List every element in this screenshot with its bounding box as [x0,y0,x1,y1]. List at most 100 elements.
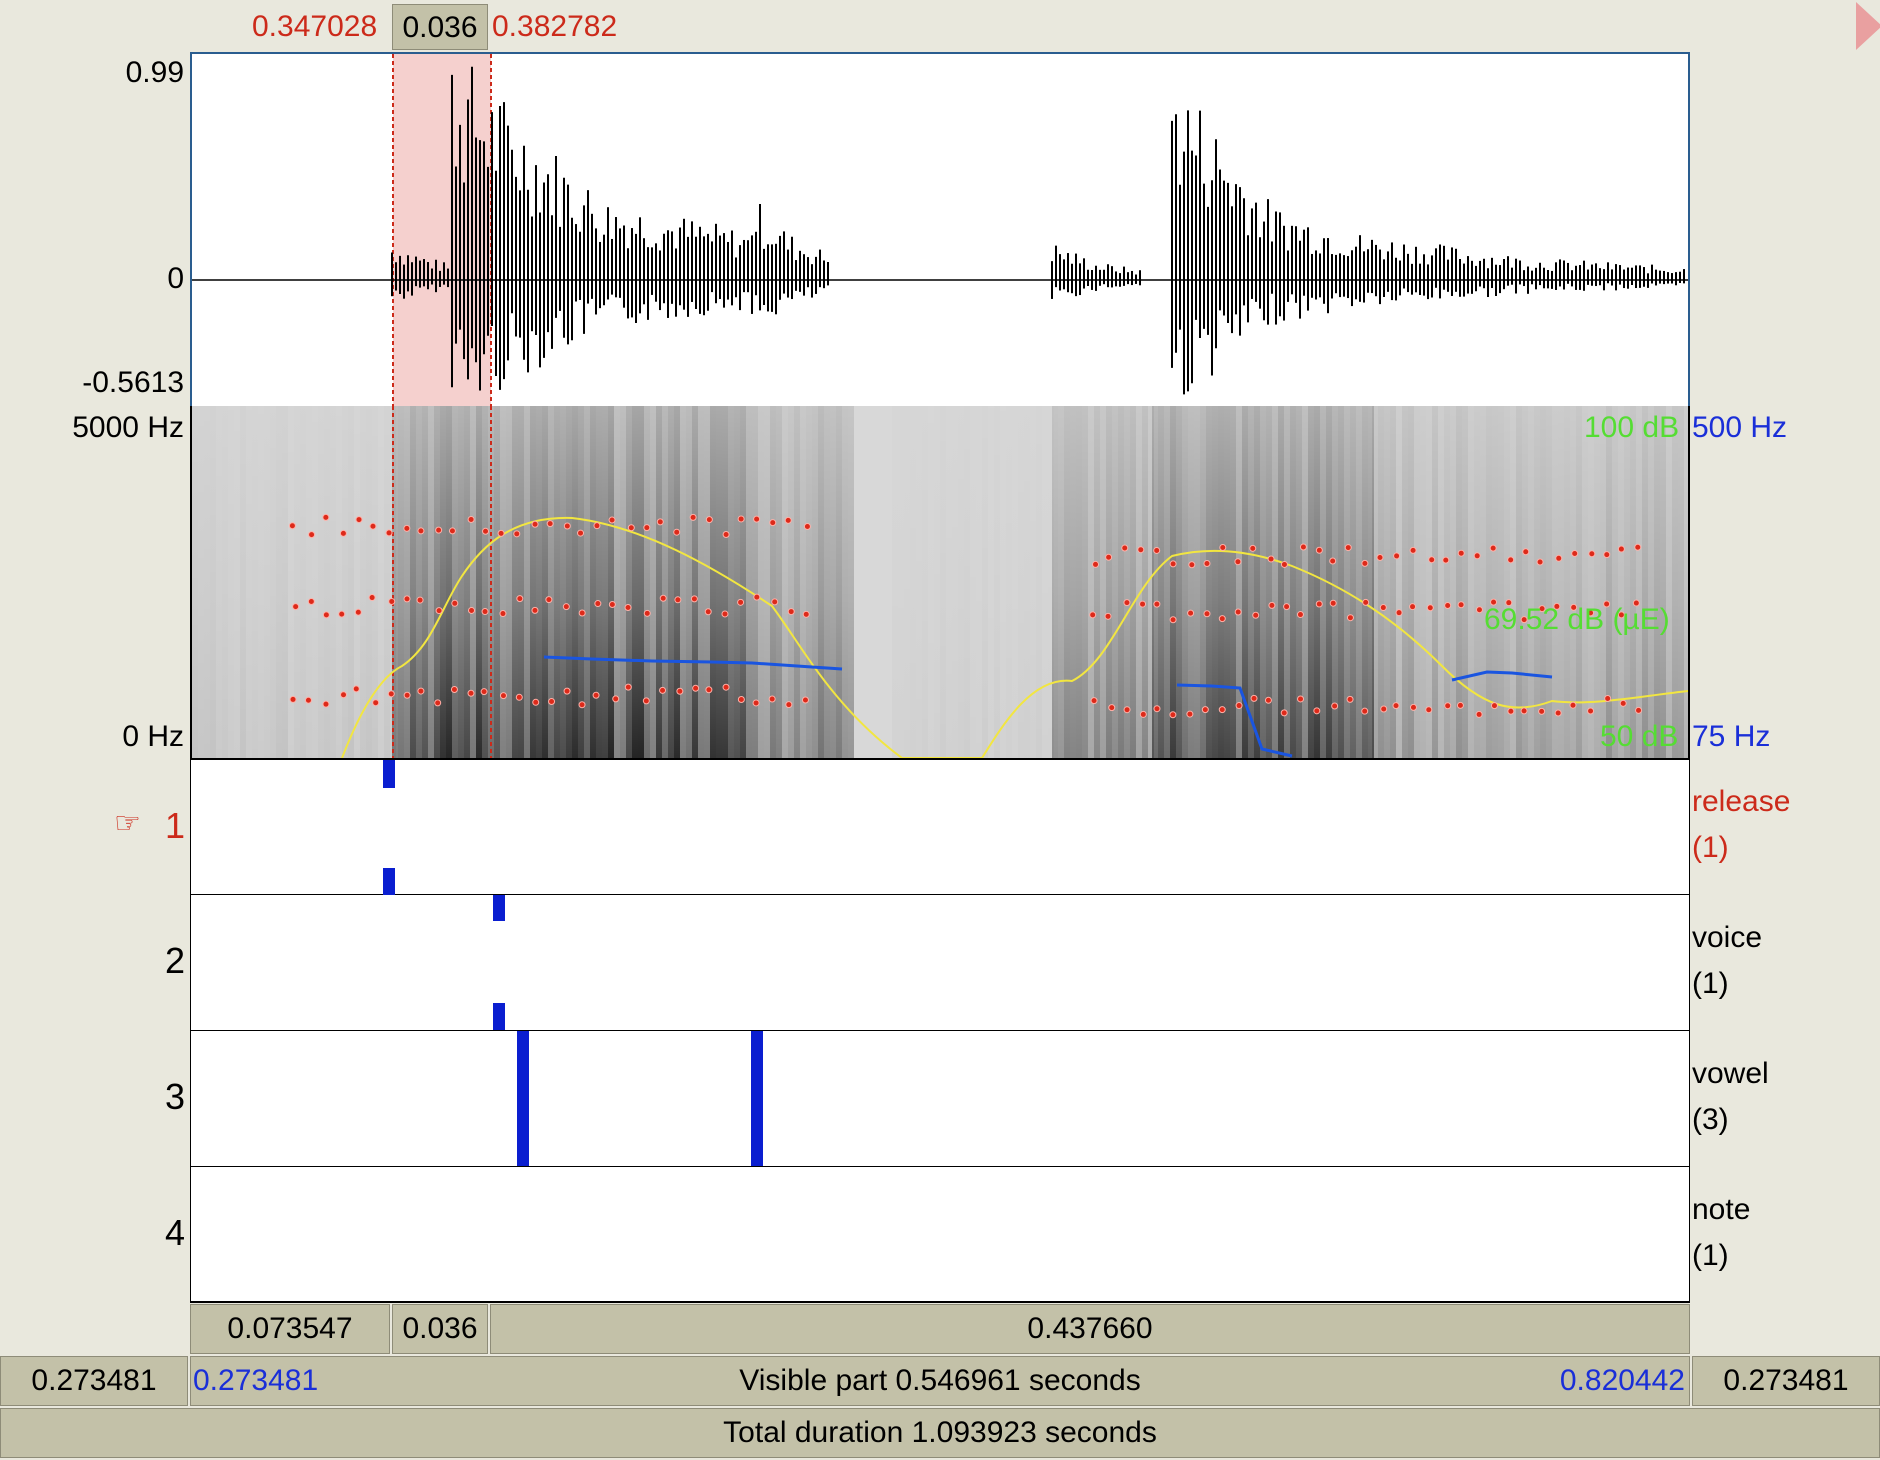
spectrogram-column [836,406,842,758]
formant-dot [613,696,619,702]
formant-dot [1332,703,1338,709]
tier-number-1[interactable]: 1 [140,805,185,847]
spectrogram-column [602,406,608,758]
spectrogram-column [764,406,770,758]
tier-number-4[interactable]: 4 [140,1212,185,1254]
selection-start-label: 0.347028 [252,12,377,42]
waveform-panel[interactable] [190,52,1690,408]
tier-name-label: vowel [1692,1051,1769,1097]
formant-dot [1235,609,1241,615]
visible-left-outer-button[interactable]: 0.273481 [0,1356,188,1406]
formant-dot [1154,601,1160,607]
formant-dot [1410,547,1416,553]
waveform-zero-label: 0 [167,264,184,294]
tier-number-3[interactable]: 3 [140,1076,185,1118]
tier-number-2[interactable]: 2 [140,940,185,982]
tier-note[interactable] [190,1167,1690,1303]
formant-dot [1281,561,1287,567]
play-triangle-icon[interactable] [1856,2,1880,50]
spectrogram-column [222,406,228,758]
formant-dot [657,519,663,525]
spectrogram-column [1636,406,1642,758]
spectrogram-column [1218,406,1224,758]
spectrogram-column [1546,406,1552,758]
spectrogram-column [1356,406,1362,758]
formant-dot [644,610,650,616]
spectrogram-column [1480,406,1486,758]
formant-dot [1330,558,1336,564]
formant-dot [369,595,375,601]
spectrogram-panel[interactable] [190,406,1690,760]
spectrogram-column [1648,406,1654,758]
spectrogram-column [794,406,800,758]
selection-end-label: 0.382782 [492,12,617,42]
spectrogram-column [1420,406,1426,758]
spectrogram-column [542,406,548,758]
spectrogram-column [710,406,716,758]
boundary-mark[interactable] [383,760,395,788]
formant-dot [722,611,728,617]
spectrogram-column [1594,406,1600,758]
spectrogram-column [416,406,422,758]
visible-part-button[interactable]: 0.273481 Visible part 0.546961 seconds 0… [190,1356,1690,1406]
formant-dot [643,698,649,704]
spectrogram-column [904,406,910,758]
spectrogram-column [800,406,806,758]
formant-dot [1345,545,1351,551]
spectrogram-column [1296,406,1302,758]
formant-dot [564,688,570,694]
duration-before-button[interactable]: 0.073547 [190,1304,390,1354]
boundary-mark[interactable] [751,1031,763,1166]
boundary-mark[interactable] [517,1031,529,1166]
boundary-mark[interactable] [493,895,505,921]
tier-release[interactable] [190,759,1690,895]
formant-dot [1314,708,1320,714]
spectrogram-column [1230,406,1236,758]
formant-dot [754,516,760,522]
tier-vowel[interactable] [190,1031,1690,1167]
spectrogram-column [1070,406,1076,758]
duration-selected-button[interactable]: 0.036 [392,1304,488,1354]
spectrogram-column [1194,406,1200,758]
formant-dot [753,700,759,706]
visible-right-outer-button[interactable]: 0.273481 [1692,1356,1880,1406]
selection-duration-label[interactable]: 0.036 [392,4,488,50]
total-duration-button[interactable]: Total duration 1.093923 seconds [0,1408,1880,1458]
formant-dot [549,699,555,705]
spectrogram-column [940,406,946,758]
spectrogram-column [1474,406,1480,758]
formant-dot [500,693,506,699]
formant-dot [1508,708,1514,714]
formant-dot [290,696,296,702]
formant-dot [533,699,539,705]
formant-dot [1458,602,1464,608]
formant-dot [500,611,506,617]
formant-dot [1140,601,1146,607]
spectrogram-column [384,406,390,758]
spectrogram-column [626,406,632,758]
spectrogram-column [1338,406,1344,758]
formant-dot [418,688,424,694]
formant-dot [483,528,489,534]
spectrogram-column [1182,406,1188,758]
spectrogram-column [928,406,934,758]
tier-name-note: note (1) [1692,1187,1750,1279]
spectrogram-column [934,406,940,758]
spectrogram-column [1438,406,1444,758]
spectrogram-column [722,406,728,758]
spectrogram-column [476,406,482,758]
formant-dot [1170,712,1176,718]
formant-dot [1236,703,1242,709]
boundary-mark[interactable] [383,868,395,895]
spectrogram-column [674,406,680,758]
formant-dot [1458,550,1464,556]
formant-dot [754,594,760,600]
duration-after-button[interactable]: 0.437660 [490,1304,1690,1354]
formant-dot [1570,702,1576,708]
spectrogram-column [1042,406,1048,758]
formant-dot [660,595,666,601]
formant-dot [308,599,314,605]
boundary-mark[interactable] [493,1003,505,1030]
tier-voice[interactable] [190,895,1690,1031]
formant-dot [1251,695,1257,701]
